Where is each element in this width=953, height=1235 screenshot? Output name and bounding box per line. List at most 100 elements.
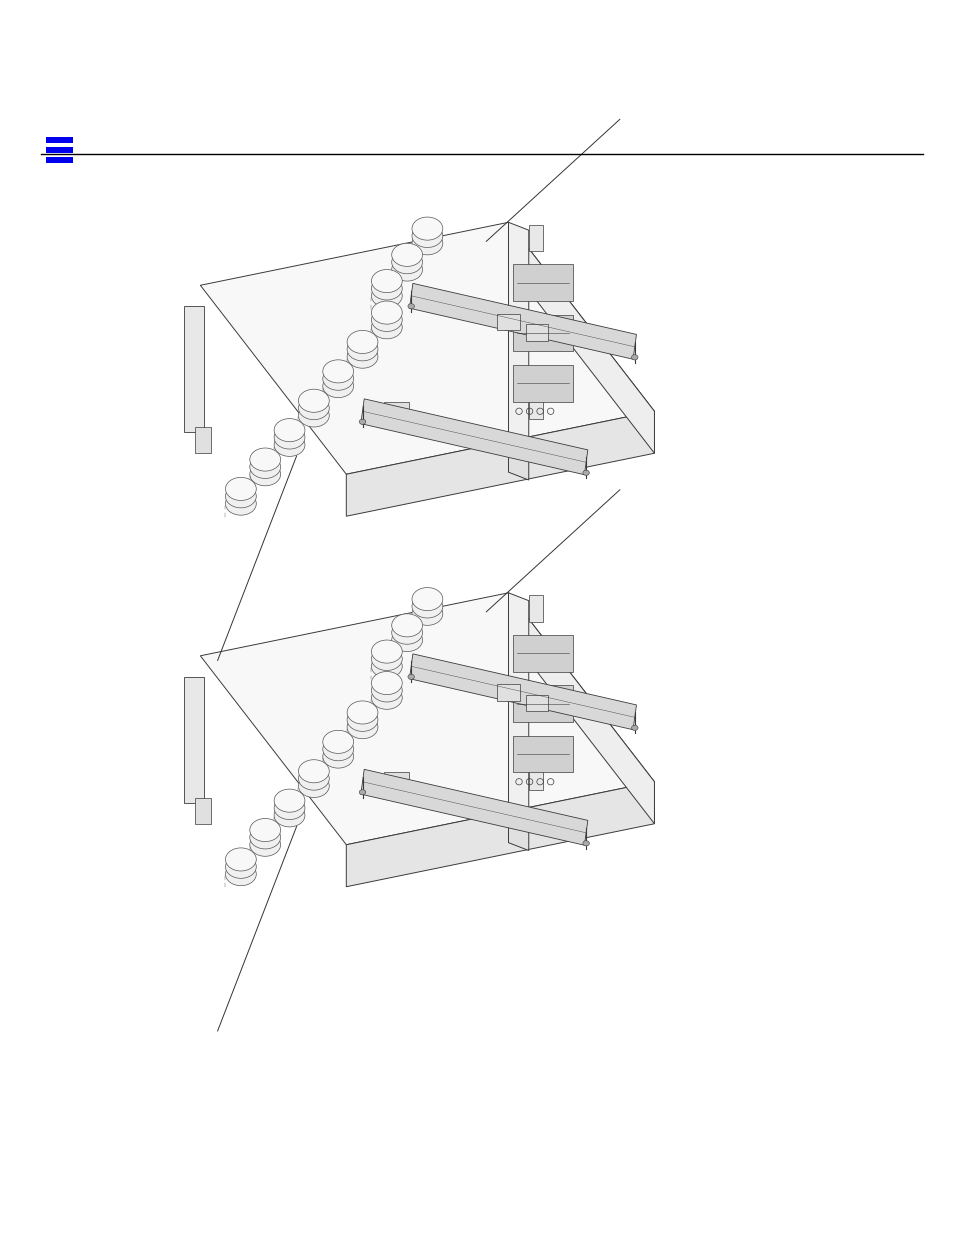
Ellipse shape (298, 396, 329, 420)
Ellipse shape (371, 269, 402, 293)
Ellipse shape (225, 492, 256, 515)
Ellipse shape (250, 463, 280, 485)
Polygon shape (508, 222, 654, 453)
Bar (528, 225, 543, 251)
Bar (512, 685, 573, 722)
Ellipse shape (631, 354, 638, 359)
Ellipse shape (371, 647, 402, 671)
Bar (497, 314, 519, 331)
Bar (525, 694, 548, 711)
Ellipse shape (274, 804, 305, 827)
Ellipse shape (225, 848, 256, 871)
Ellipse shape (347, 709, 377, 731)
Ellipse shape (412, 232, 442, 254)
Ellipse shape (371, 284, 402, 308)
Bar (512, 315, 573, 352)
Ellipse shape (412, 595, 442, 618)
Ellipse shape (250, 834, 280, 856)
Bar (528, 393, 543, 419)
Ellipse shape (408, 304, 414, 309)
Polygon shape (409, 283, 636, 359)
Ellipse shape (250, 448, 280, 471)
Polygon shape (508, 824, 528, 851)
Polygon shape (508, 222, 528, 461)
Bar (46, 147, 72, 153)
Polygon shape (409, 653, 636, 730)
Ellipse shape (408, 674, 414, 679)
Ellipse shape (225, 855, 256, 878)
Polygon shape (200, 222, 654, 474)
Polygon shape (346, 782, 654, 887)
Ellipse shape (412, 225, 442, 247)
Bar (512, 264, 573, 301)
Bar (512, 366, 573, 401)
Polygon shape (346, 411, 654, 516)
Bar (512, 635, 573, 672)
Bar (384, 401, 408, 422)
Bar (194, 427, 211, 453)
Ellipse shape (322, 730, 354, 753)
Ellipse shape (582, 471, 589, 475)
Ellipse shape (392, 251, 422, 274)
Ellipse shape (371, 640, 402, 663)
Bar (528, 763, 543, 789)
Polygon shape (508, 593, 528, 831)
Ellipse shape (412, 603, 442, 625)
Ellipse shape (274, 433, 305, 457)
Bar (46, 157, 72, 163)
Ellipse shape (250, 826, 280, 848)
Ellipse shape (250, 819, 280, 841)
Bar (525, 324, 548, 341)
Ellipse shape (371, 316, 402, 338)
Polygon shape (200, 593, 654, 845)
Ellipse shape (412, 588, 442, 610)
Ellipse shape (359, 789, 365, 795)
Ellipse shape (347, 331, 377, 353)
Ellipse shape (274, 426, 305, 450)
Ellipse shape (347, 701, 377, 724)
Bar (512, 736, 573, 772)
Ellipse shape (359, 419, 365, 425)
Ellipse shape (371, 277, 402, 300)
Ellipse shape (347, 345, 377, 368)
Ellipse shape (371, 309, 402, 331)
Bar (497, 684, 519, 701)
Bar (46, 137, 72, 143)
Ellipse shape (392, 621, 422, 645)
Ellipse shape (274, 419, 305, 442)
Ellipse shape (298, 774, 329, 798)
Bar (184, 677, 204, 803)
Ellipse shape (392, 614, 422, 637)
Ellipse shape (274, 789, 305, 813)
Ellipse shape (274, 797, 305, 820)
Ellipse shape (298, 767, 329, 790)
Bar (384, 772, 408, 793)
Ellipse shape (412, 217, 442, 240)
Ellipse shape (392, 243, 422, 267)
Ellipse shape (371, 687, 402, 709)
Polygon shape (508, 593, 654, 824)
Ellipse shape (322, 374, 354, 398)
Ellipse shape (225, 478, 256, 500)
Ellipse shape (225, 485, 256, 508)
Ellipse shape (371, 679, 402, 701)
Ellipse shape (371, 655, 402, 678)
Bar (184, 306, 204, 432)
Polygon shape (360, 769, 587, 845)
Ellipse shape (392, 258, 422, 282)
Ellipse shape (225, 862, 256, 885)
Ellipse shape (371, 301, 402, 324)
Ellipse shape (250, 456, 280, 478)
Bar (528, 595, 543, 621)
Ellipse shape (322, 737, 354, 761)
Ellipse shape (298, 760, 329, 783)
Ellipse shape (371, 672, 402, 694)
Ellipse shape (322, 367, 354, 390)
Ellipse shape (298, 389, 329, 412)
Ellipse shape (298, 404, 329, 427)
Ellipse shape (347, 715, 377, 739)
Ellipse shape (392, 629, 422, 652)
Ellipse shape (631, 725, 638, 730)
Ellipse shape (322, 359, 354, 383)
Ellipse shape (322, 745, 354, 768)
